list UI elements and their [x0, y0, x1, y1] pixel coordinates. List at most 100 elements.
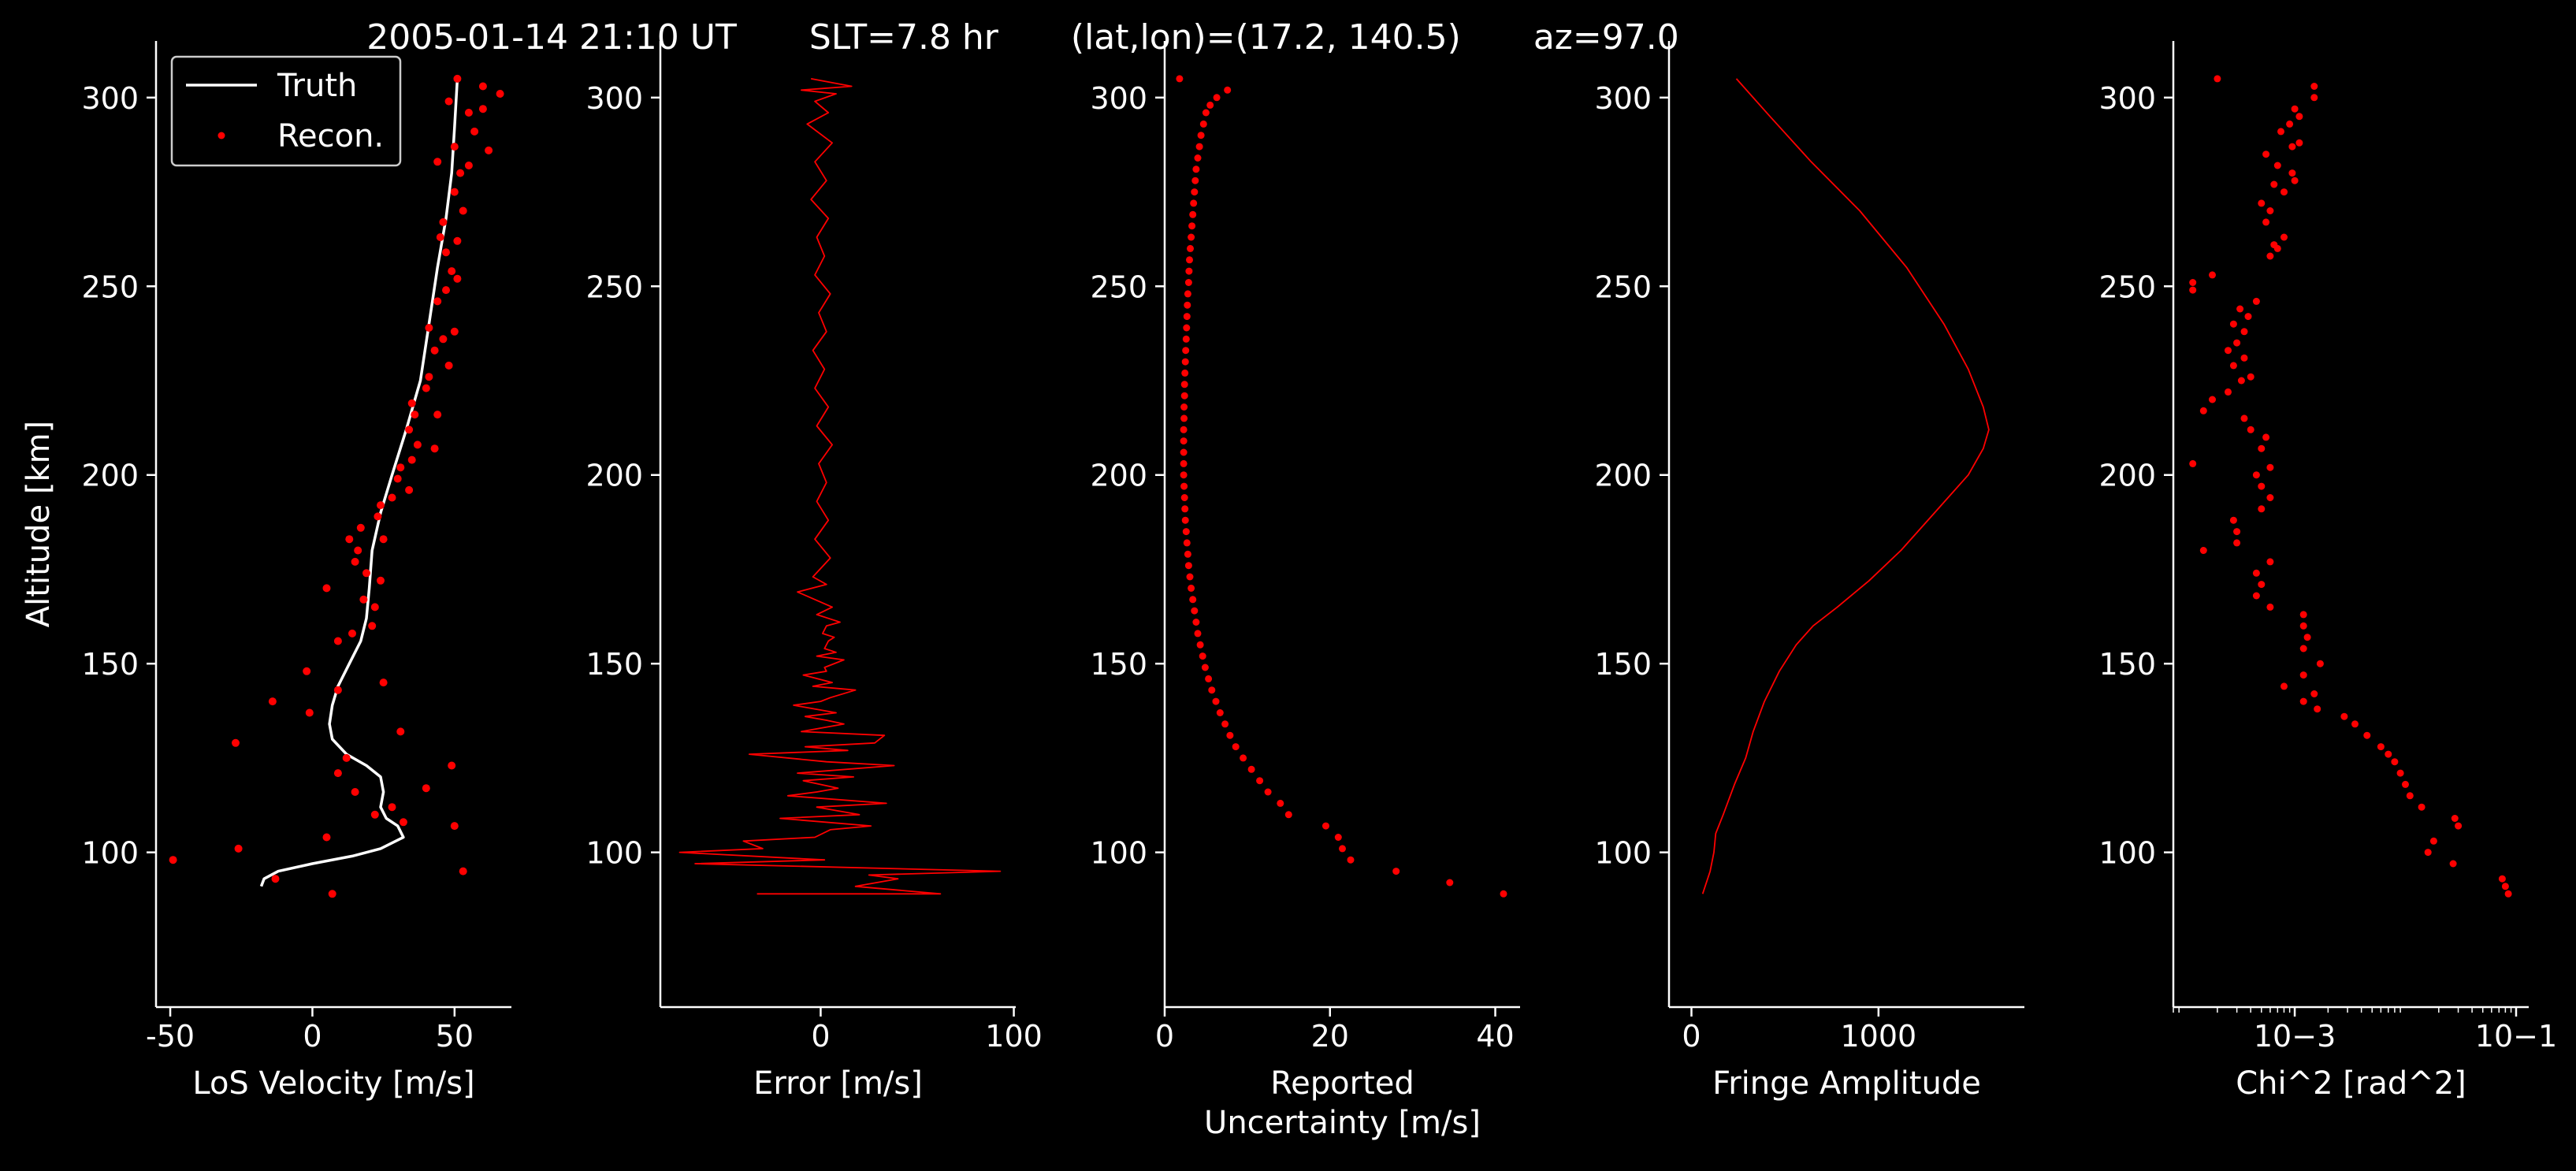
data-point	[2258, 199, 2266, 207]
data-point	[2266, 252, 2274, 260]
data-point	[2351, 720, 2359, 728]
x-tick-label: 0	[1682, 1019, 1701, 1054]
title-latlon: (lat,lon)=(17.2, 140.5)	[1071, 17, 1461, 58]
data-point	[2240, 414, 2248, 422]
figure-title-line: 2005-01-14 21:10 UT SLT=7.8 hr (lat,lon)…	[366, 17, 1678, 58]
data-point	[2189, 279, 2197, 286]
data-point	[448, 761, 456, 770]
y-tick-label: 300	[81, 81, 139, 116]
data-point	[322, 584, 331, 593]
x-axis-label: Fringe Amplitude	[1712, 1065, 1981, 1102]
data-point	[2225, 347, 2232, 355]
data-point	[1181, 358, 1189, 366]
series-line-1	[259, 78, 459, 887]
data-point	[450, 327, 459, 336]
data-point	[2406, 792, 2414, 800]
y-tick-label: 100	[1090, 836, 1147, 871]
data-point	[2270, 180, 2278, 188]
y-tick-label: 100	[1594, 836, 1652, 871]
data-point	[1180, 471, 1188, 479]
data-point	[1188, 233, 1195, 241]
data-point	[1192, 165, 1200, 173]
series-line-1	[1701, 78, 1990, 894]
data-point	[348, 629, 356, 638]
data-point	[1185, 267, 1193, 275]
y-tick-label: 300	[2098, 81, 2156, 116]
data-point	[478, 105, 487, 113]
data-point	[1334, 834, 1342, 841]
data-point	[1277, 799, 1284, 807]
data-point	[1208, 686, 1216, 694]
data-point	[1180, 381, 1188, 388]
data-point	[2266, 558, 2274, 566]
data-point	[1180, 459, 1188, 467]
legend-truth-label: Truth	[277, 68, 357, 104]
data-point	[1187, 244, 1194, 252]
data-point	[2266, 207, 2274, 214]
data-point	[2429, 837, 2437, 845]
data-point	[1213, 94, 1221, 102]
data-point	[379, 678, 388, 687]
data-point	[1190, 199, 1198, 207]
data-point	[433, 297, 442, 306]
y-tick-label: 250	[81, 270, 139, 304]
data-point	[1191, 607, 1199, 615]
data-point	[2455, 822, 2463, 830]
data-point	[1192, 619, 1200, 626]
y-tick-label: 200	[585, 459, 643, 493]
data-point	[1226, 731, 1234, 739]
subplot-1: 100 150 200 250 300 -50 0 50 LoS Velocity [m/s] A…	[20, 41, 511, 1102]
data-point	[2258, 505, 2266, 513]
data-point	[1206, 101, 1214, 109]
y-tick-label: 200	[1090, 459, 1147, 493]
data-point	[453, 274, 462, 283]
data-point	[2262, 218, 2270, 226]
data-point	[2295, 139, 2303, 147]
data-point	[2449, 860, 2457, 868]
x-axis-label: LoS Velocity [m/s]	[192, 1065, 474, 1102]
data-point	[1181, 516, 1189, 524]
x-tick-label: -50	[146, 1019, 195, 1054]
data-point	[1186, 256, 1193, 264]
data-point	[354, 546, 362, 555]
data-point	[1322, 822, 1329, 830]
data-point	[1182, 335, 1190, 343]
data-point	[1247, 765, 1255, 773]
data-point	[1181, 505, 1189, 513]
data-point	[442, 286, 450, 295]
data-point	[405, 426, 414, 434]
y-axis-label: Altitude [km]	[20, 421, 57, 627]
data-point	[450, 188, 459, 196]
data-point	[370, 603, 379, 612]
data-point	[268, 697, 277, 706]
data-point	[1184, 279, 1192, 286]
y-tick-label: 150	[2098, 647, 2156, 682]
data-point	[2252, 471, 2260, 479]
data-point	[430, 346, 439, 355]
data-point	[1216, 709, 1224, 716]
title-slt: SLT=7.8 hr	[809, 17, 999, 58]
data-point	[2385, 750, 2392, 758]
data-point	[1256, 777, 1264, 785]
data-point	[271, 875, 280, 883]
x-tick-label: 20	[1311, 1019, 1349, 1054]
data-point	[2209, 271, 2216, 279]
data-point	[2258, 581, 2266, 589]
data-point	[2240, 354, 2248, 362]
data-point	[2252, 569, 2260, 577]
data-point	[459, 206, 467, 215]
y-tick-label: 300	[585, 81, 643, 116]
title-az: az=97.0	[1533, 17, 1679, 58]
data-point	[2299, 697, 2307, 705]
data-point	[2504, 890, 2512, 898]
data-point	[1500, 890, 1507, 898]
data-point	[496, 90, 504, 98]
data-point	[407, 455, 416, 464]
data-point	[1205, 675, 1213, 682]
x-axis-label: Chi^2 [rad^2]	[2236, 1065, 2466, 1102]
data-point	[1284, 811, 1292, 819]
y-tick-label: 200	[1594, 459, 1652, 493]
